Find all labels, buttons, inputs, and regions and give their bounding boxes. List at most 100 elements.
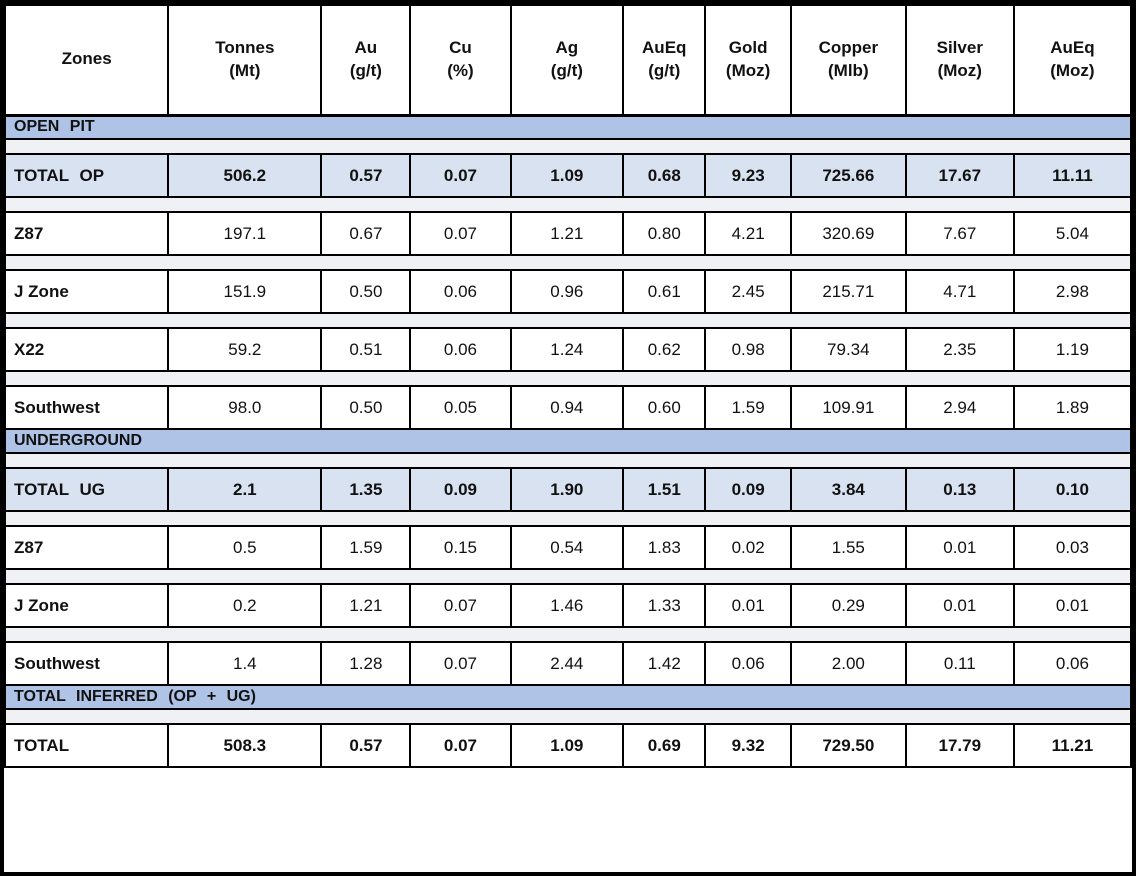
spacer-cell (4, 254, 1132, 271)
value-cell: 4.21 (704, 211, 792, 256)
column-header: Gold (Moz) (704, 4, 792, 117)
value-cell: 17.67 (904, 153, 1015, 198)
value-cell: 0.61 (622, 269, 707, 314)
resource-table: Zones Tonnes (Mt) Au (g/t) Cu (%) Ag (g/t) AuEq (g… (4, 4, 1132, 768)
value-cell: 0.06 (704, 641, 792, 686)
data-row: Southwest 1.4 1.28 0.07 2.44 1.42 0.06 2.00 0.11… (4, 641, 1132, 686)
value-cell: 0.01 (904, 583, 1015, 628)
spacer-cell (4, 312, 1132, 329)
column-unit: (Mlb) (828, 60, 869, 80)
value-cell: 2.35 (904, 327, 1015, 372)
value-cell: 0.06 (1012, 641, 1132, 686)
value-cell: 2.94 (904, 385, 1015, 430)
value-cell: 0.54 (509, 525, 625, 570)
column-header: Au (g/t) (320, 4, 412, 117)
value-cell: 0.60 (622, 385, 707, 430)
value-cell: 0.29 (789, 583, 907, 628)
column-header: AuEq (Moz) (1012, 4, 1132, 117)
spacer-cell (4, 510, 1132, 527)
value-cell: 1.59 (320, 525, 412, 570)
value-cell: 0.51 (320, 327, 412, 372)
zone-label-cell: TOTAL UG (4, 467, 170, 512)
zone-label-cell: J Zone (4, 269, 170, 314)
value-cell: 725.66 (789, 153, 907, 198)
value-cell: 0.07 (409, 153, 512, 198)
value-cell: 0.5 (167, 525, 323, 570)
value-cell: 17.79 (904, 723, 1015, 768)
value-cell: 0.03 (1012, 525, 1132, 570)
data-row: Z87 197.1 0.67 0.07 1.21 0.80 4.21 320.69 7.67 5.… (4, 211, 1132, 256)
column-header: Tonnes (Mt) (167, 4, 323, 117)
value-cell: 0.2 (167, 583, 323, 628)
value-cell: 0.07 (409, 583, 512, 628)
section-title: UNDERGROUND (4, 428, 1132, 454)
column-label: Cu (449, 37, 472, 57)
column-label: Silver (936, 37, 983, 57)
column-label: AuEq (1050, 37, 1095, 57)
column-label: AuEq (642, 37, 687, 57)
total-row: TOTAL UG 2.1 1.35 0.09 1.90 1.51 0.09 3.84 0.13 0… (4, 467, 1132, 512)
value-cell: 98.0 (167, 385, 323, 430)
value-cell: 1.35 (320, 467, 412, 512)
value-cell: 320.69 (789, 211, 907, 256)
value-cell: 0.02 (704, 525, 792, 570)
column-header: Cu (%) (409, 4, 512, 117)
value-cell: 0.05 (409, 385, 512, 430)
column-label: Gold (728, 37, 768, 57)
value-cell: 506.2 (167, 153, 323, 198)
value-cell: 1.89 (1012, 385, 1132, 430)
value-cell: 0.06 (409, 327, 512, 372)
table-head: Zones Tonnes (Mt) Au (g/t) Cu (%) Ag (g/t) AuEq (g… (4, 4, 1132, 117)
value-cell: 1.83 (622, 525, 707, 570)
column-label: Copper (818, 37, 879, 57)
spacer-row (4, 138, 1132, 155)
column-header: Zones (4, 4, 170, 117)
value-cell: 9.23 (704, 153, 792, 198)
spacer-cell (4, 452, 1132, 469)
value-cell: 0.96 (509, 269, 625, 314)
zone-label-cell: Z87 (4, 525, 170, 570)
value-cell: 11.21 (1012, 723, 1132, 768)
value-cell: 11.11 (1012, 153, 1132, 198)
value-cell: 0.09 (409, 467, 512, 512)
zone-label-cell: Southwest (4, 641, 170, 686)
data-row: Southwest 98.0 0.50 0.05 0.94 0.60 1.59 109.91 2… (4, 385, 1132, 430)
column-unit: (g/t) (550, 60, 583, 80)
section-header-row: TOTAL INFERRED (OP + UG) (4, 684, 1132, 710)
value-cell: 2.1 (167, 467, 323, 512)
value-cell: 508.3 (167, 723, 323, 768)
data-row: X22 59.2 0.51 0.06 1.24 0.62 0.98 79.34 2.35 1.19 (4, 327, 1132, 372)
section-header-row: OPEN PIT (4, 114, 1132, 140)
column-header: AuEq (g/t) (622, 4, 707, 117)
value-cell: 1.19 (1012, 327, 1132, 372)
value-cell: 2.00 (789, 641, 907, 686)
column-unit: (Mt) (229, 60, 261, 80)
spacer-cell (4, 708, 1132, 725)
value-cell: 1.42 (622, 641, 707, 686)
column-unit: (g/t) (648, 60, 681, 80)
value-cell: 1.09 (509, 723, 625, 768)
spacer-row (4, 510, 1132, 527)
value-cell: 0.67 (320, 211, 412, 256)
header-row: Zones Tonnes (Mt) Au (g/t) Cu (%) Ag (g/t) AuEq (g… (4, 4, 1132, 117)
spacer-row (4, 370, 1132, 387)
spacer-row (4, 452, 1132, 469)
zone-label-cell: Southwest (4, 385, 170, 430)
value-cell: 0.11 (904, 641, 1015, 686)
value-cell: 2.45 (704, 269, 792, 314)
value-cell: 3.84 (789, 467, 907, 512)
value-cell: 0.01 (904, 525, 1015, 570)
table-body: OPEN PIT TOTAL OP 506.2 0.57 0.07 1.09 0.68 9.2… (4, 114, 1132, 768)
zone-label-cell: X22 (4, 327, 170, 372)
column-unit: (Moz) (725, 60, 771, 80)
value-cell: 0.01 (704, 583, 792, 628)
value-cell: 1.28 (320, 641, 412, 686)
column-label: Zones (61, 49, 112, 69)
column-header: Silver (Moz) (904, 4, 1015, 117)
value-cell: 1.33 (622, 583, 707, 628)
value-cell: 729.50 (789, 723, 907, 768)
total-row: TOTAL 508.3 0.57 0.07 1.09 0.69 9.32 729.50 17.7… (4, 723, 1132, 768)
column-label: Au (354, 37, 378, 57)
